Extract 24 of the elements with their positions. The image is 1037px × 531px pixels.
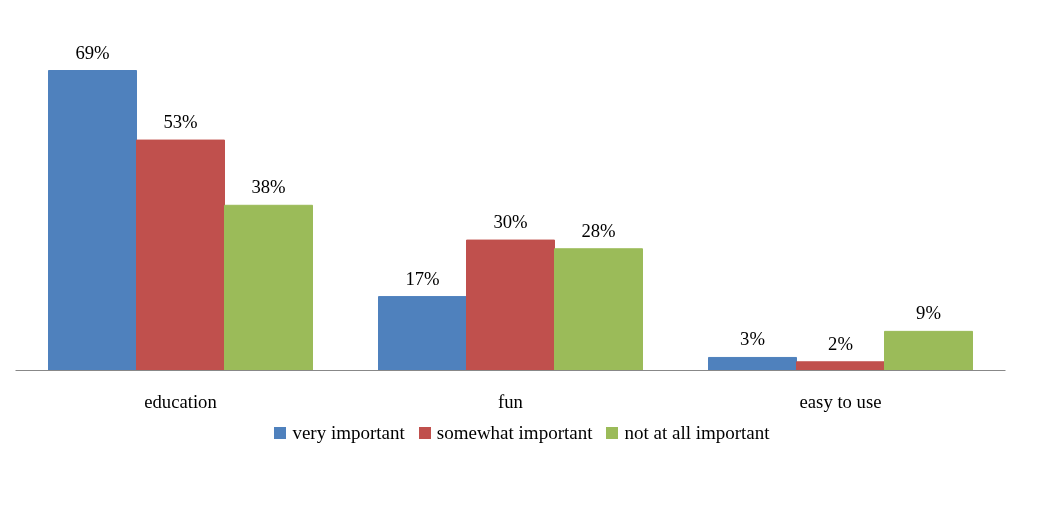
data-label: 38% (251, 176, 286, 198)
bar (48, 70, 137, 371)
legend-label: not at all important (624, 422, 770, 443)
legend-label: very important (292, 422, 405, 443)
bar (378, 296, 467, 371)
data-label: 30% (493, 211, 528, 233)
bar (884, 330, 973, 371)
x-tick-label: education (144, 390, 218, 412)
data-label: 9% (916, 302, 941, 324)
bar (554, 248, 643, 371)
data-label: 53% (163, 111, 198, 133)
data-label: 17% (405, 267, 440, 289)
bar (796, 361, 885, 371)
data-label: 2% (828, 332, 853, 354)
bar (466, 239, 555, 371)
legend-label: somewhat important (436, 422, 593, 443)
bar (708, 356, 797, 371)
data-label: 69% (75, 41, 110, 63)
bar (224, 204, 313, 371)
bar (136, 139, 225, 371)
x-tick-label: fun (498, 390, 524, 412)
data-label: 28% (581, 219, 616, 241)
x-tick-label: easy to use (799, 390, 882, 412)
data-label: 3% (740, 328, 765, 350)
